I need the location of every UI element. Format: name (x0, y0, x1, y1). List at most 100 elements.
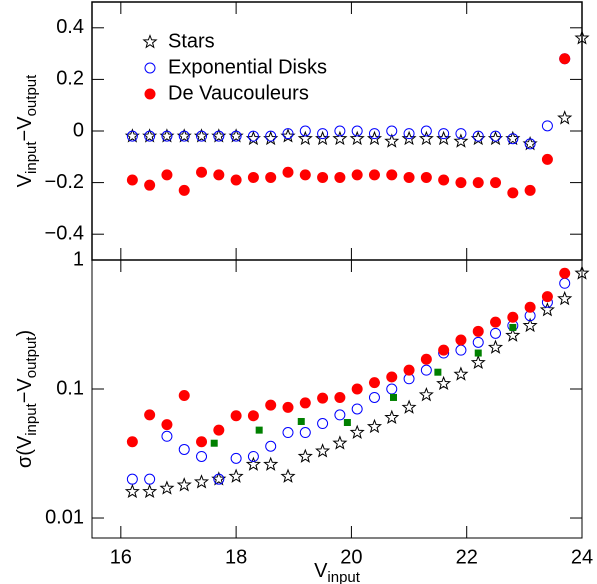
circle-point (403, 128, 415, 140)
star-point (539, 302, 555, 317)
axis-label: σ(Vinput−Voutput) (14, 330, 40, 468)
star-point (228, 468, 244, 483)
circle-point (144, 130, 156, 142)
x-tick-label: 20 (340, 546, 362, 568)
dot-point (265, 171, 277, 183)
axis-label-part: σ(V (14, 435, 36, 468)
axis-label-part: output (23, 336, 40, 379)
x-tick-label: 16 (110, 546, 132, 568)
square-point (255, 426, 263, 434)
dot-point (455, 334, 467, 346)
star-point (384, 133, 400, 148)
circle-point (351, 403, 363, 415)
circle-point (455, 344, 467, 356)
star-point (142, 483, 158, 499)
circle-point (282, 128, 294, 140)
dot-point (282, 166, 294, 178)
circle-point (334, 409, 346, 421)
circle-point (524, 138, 536, 150)
dot-point (438, 174, 450, 186)
star-point (245, 456, 261, 471)
x-tick-label: 24 (571, 546, 593, 568)
star-point (315, 130, 331, 146)
circle-point (420, 125, 432, 137)
star-point (384, 409, 400, 425)
x-tick-label: 22 (456, 546, 478, 568)
circle-point (472, 336, 484, 348)
star-point (193, 474, 210, 489)
axis-label-part: −V (14, 116, 36, 142)
circle-point (126, 473, 138, 485)
dot-point (403, 171, 415, 183)
axis-label-part: input (23, 141, 40, 174)
dot-point (368, 169, 380, 181)
axis-label-part: input (23, 402, 40, 435)
circle-point (559, 277, 571, 289)
dot-point (265, 399, 277, 411)
square-point (210, 439, 218, 447)
star-point (366, 418, 383, 434)
circle-point (178, 443, 190, 455)
axis-label: Vinput−Voutput (14, 74, 40, 187)
dot-point (472, 325, 484, 337)
dot-point (420, 171, 432, 183)
dot-point (541, 291, 553, 303)
y-tick-label: 0.2 (56, 68, 84, 90)
y-tick-label: 0.01 (45, 506, 84, 528)
dot-point (438, 344, 450, 356)
circle-point (299, 427, 311, 439)
axis-label: Vinput (314, 560, 361, 584)
dot-point (420, 353, 432, 365)
dot-point (351, 169, 363, 181)
star-point (557, 290, 573, 306)
circle-point (438, 128, 450, 140)
legend-label: Stars (168, 30, 215, 52)
circle-point (265, 130, 277, 142)
dot-point (334, 391, 346, 403)
dot-point (299, 397, 311, 409)
star-point (124, 483, 140, 499)
circle-point (144, 473, 156, 485)
dot-point (386, 371, 398, 383)
circle-point (368, 128, 380, 140)
axis-label-part: V (314, 560, 328, 582)
dot-point (524, 301, 536, 313)
x-tick-label: 18 (225, 546, 247, 568)
axis-label-part: V (14, 173, 36, 187)
circle-point (455, 128, 467, 140)
dot-point (213, 424, 225, 436)
y-tick-label: 1 (73, 248, 84, 270)
circle-point (490, 130, 502, 142)
dot-point (403, 364, 415, 376)
star-point (366, 130, 383, 146)
circle-point (196, 450, 208, 462)
square-point (389, 393, 397, 401)
axis-label-part: −V (14, 378, 36, 404)
star-point (470, 354, 486, 370)
circle-point (368, 391, 380, 403)
circle-point (178, 130, 190, 142)
star-point (280, 468, 296, 483)
dot-point (282, 401, 294, 413)
dot-point (247, 171, 259, 183)
star-point (401, 399, 417, 414)
dot-point (126, 436, 138, 448)
circle-point (351, 125, 363, 137)
square-point (434, 368, 442, 376)
dot-point (386, 169, 398, 181)
circle-point (490, 327, 502, 339)
dot-point (559, 53, 571, 65)
circle-point (317, 128, 329, 140)
star-point (401, 130, 417, 146)
dot-point (178, 184, 190, 196)
star-point (315, 443, 331, 458)
dot-point (144, 179, 156, 191)
legend-label: Exponential Disks (168, 56, 327, 78)
dot-point (299, 169, 311, 181)
star-point (263, 456, 279, 471)
axis-label-part: output (23, 74, 40, 117)
plot-frame (91, 259, 583, 539)
circle-point (213, 130, 225, 142)
dot-point (317, 171, 329, 183)
